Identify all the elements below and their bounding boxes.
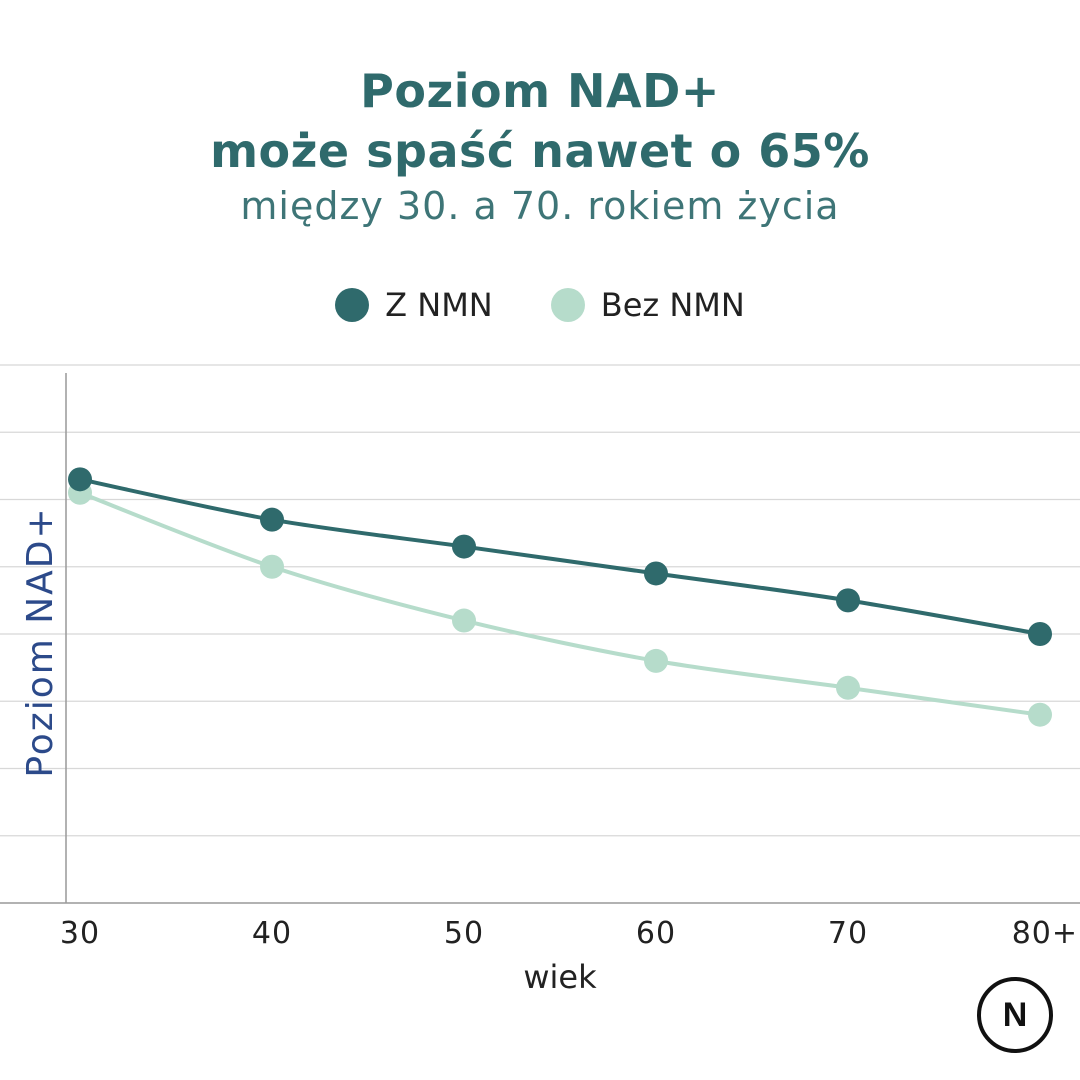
- x-tick-label: 30: [60, 916, 100, 951]
- data-point-without-nmn: [452, 608, 476, 633]
- legend-marker-with-nmn: [335, 288, 370, 322]
- legend-marker-without-nmn: [550, 288, 585, 322]
- data-point-without-nmn: [836, 675, 860, 700]
- x-tick-label: 50: [444, 916, 484, 951]
- data-point-with-nmn: [260, 507, 284, 532]
- legend-label-without-nmn: Bez NMN: [600, 286, 745, 324]
- legend-item-with-nmn: Z NMN: [335, 286, 493, 324]
- series-line-without-nmn: [79, 490, 1041, 717]
- data-point-with-nmn: [68, 467, 92, 492]
- data-point-with-nmn: [644, 561, 668, 586]
- x-tick-label: 40: [252, 916, 292, 951]
- chart-title-line-2: może spaść nawet o 65%: [210, 124, 870, 178]
- data-point-with-nmn: [836, 588, 860, 613]
- x-tick-label: 70: [828, 916, 868, 951]
- x-tick-label: 80+: [1012, 916, 1078, 951]
- series-line-with-nmn: [79, 477, 1041, 636]
- chart-subtitle: między 30. a 70. rokiem życia: [240, 184, 840, 228]
- data-point-with-nmn: [1028, 622, 1052, 646]
- legend-label-with-nmn: Z NMN: [385, 286, 493, 324]
- data-point-without-nmn: [260, 554, 284, 579]
- chart-title-line-1: Poziom NAD+: [360, 64, 720, 118]
- legend-item-without-nmn: Bez NMN: [550, 286, 745, 324]
- data-point-without-nmn: [644, 648, 668, 673]
- data-point-without-nmn: [1028, 702, 1052, 727]
- legend: Z NMN Bez NMN: [0, 286, 1080, 324]
- x-tick-label: 60: [636, 916, 676, 951]
- data-point-with-nmn: [452, 534, 476, 559]
- brand-logo: N: [977, 977, 1053, 1053]
- x-axis-label: wiek: [523, 958, 597, 996]
- y-axis-label: Poziom NAD+: [20, 506, 61, 777]
